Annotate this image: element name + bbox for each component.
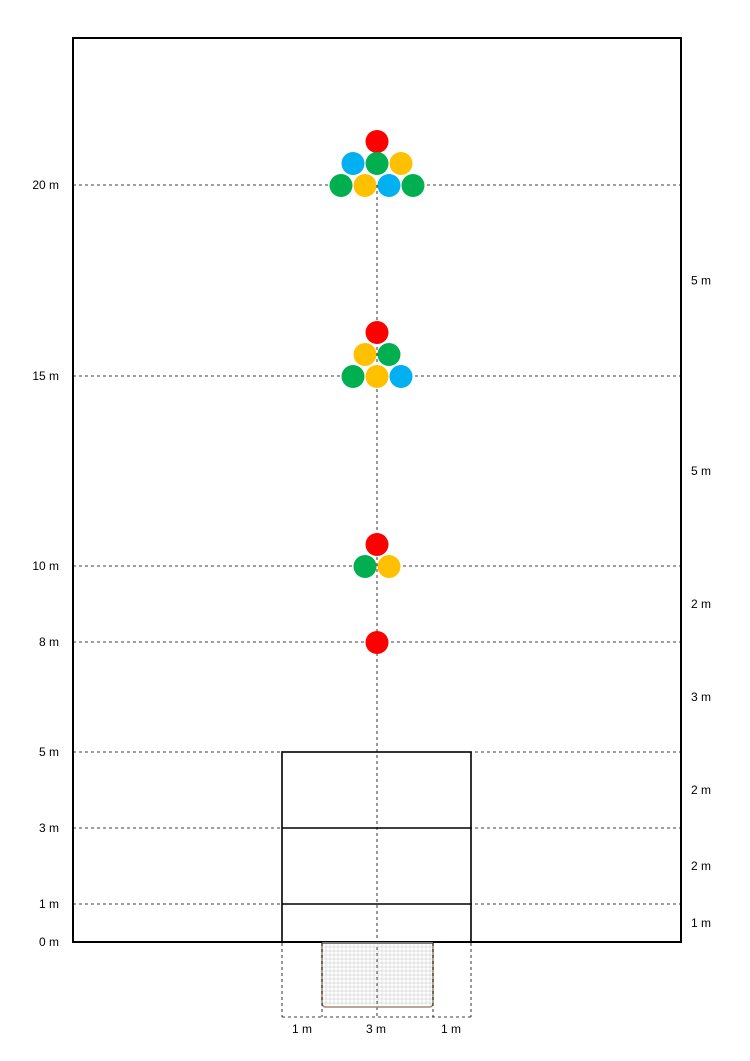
blue-ball	[341, 152, 365, 175]
distance-label: 10 m	[32, 559, 59, 573]
yellow-ball	[353, 174, 377, 197]
yellow-ball	[389, 152, 413, 175]
green-ball	[377, 343, 401, 366]
distance-label: 3 m	[39, 821, 59, 835]
distance-labels: 20 m 15 m 10 m 8 m 5 m 3 m 1 m 0 m	[32, 178, 59, 949]
ball-group-10m	[353, 533, 401, 578]
goal-width-label: 3 m	[366, 1022, 386, 1036]
green-ball	[341, 365, 365, 388]
distance-guide-lines	[73, 184, 681, 1017]
goal-area-outer	[281, 751, 472, 943]
distance-label: 15 m	[32, 369, 59, 383]
red-ball	[365, 533, 389, 556]
distance-label: 8 m	[39, 635, 59, 649]
red-ball	[365, 631, 389, 654]
distance-label: 1 m	[39, 897, 59, 911]
green-ball	[365, 152, 389, 175]
gap-label: 5 m	[691, 464, 711, 478]
goal-width-label: 1 m	[292, 1022, 312, 1036]
gap-labels: 5 m 5 m 2 m 3 m 2 m 2 m 1 m	[691, 274, 711, 931]
gap-label: 1 m	[691, 916, 711, 930]
yellow-ball	[353, 343, 377, 366]
gap-label: 2 m	[691, 859, 711, 873]
gap-label: 5 m	[691, 274, 711, 288]
distance-label: 5 m	[39, 745, 59, 759]
gap-label: 3 m	[691, 690, 711, 704]
green-ball	[329, 174, 353, 197]
blue-ball	[377, 174, 401, 197]
red-ball	[365, 321, 389, 344]
goal-net	[281, 942, 472, 1018]
green-ball	[353, 555, 377, 578]
ball-group-15m	[341, 321, 413, 388]
net-mesh	[321, 942, 433, 1005]
red-ball	[365, 130, 389, 153]
gap-label: 2 m	[691, 783, 711, 797]
yellow-ball	[377, 555, 401, 578]
goal-width-label: 1 m	[441, 1022, 461, 1036]
goal-area-boxes	[281, 751, 472, 943]
ball-groups	[329, 130, 425, 654]
goal-width-labels: 1 m 3 m 1 m	[292, 1022, 461, 1036]
distance-label: 0 m	[39, 935, 59, 949]
distance-label: 20 m	[32, 178, 59, 192]
gap-label: 2 m	[691, 597, 711, 611]
blue-ball	[389, 365, 413, 388]
yellow-ball	[365, 365, 389, 388]
ball-group-8m	[365, 631, 389, 654]
ball-group-20m	[329, 130, 425, 197]
green-ball	[401, 174, 425, 197]
